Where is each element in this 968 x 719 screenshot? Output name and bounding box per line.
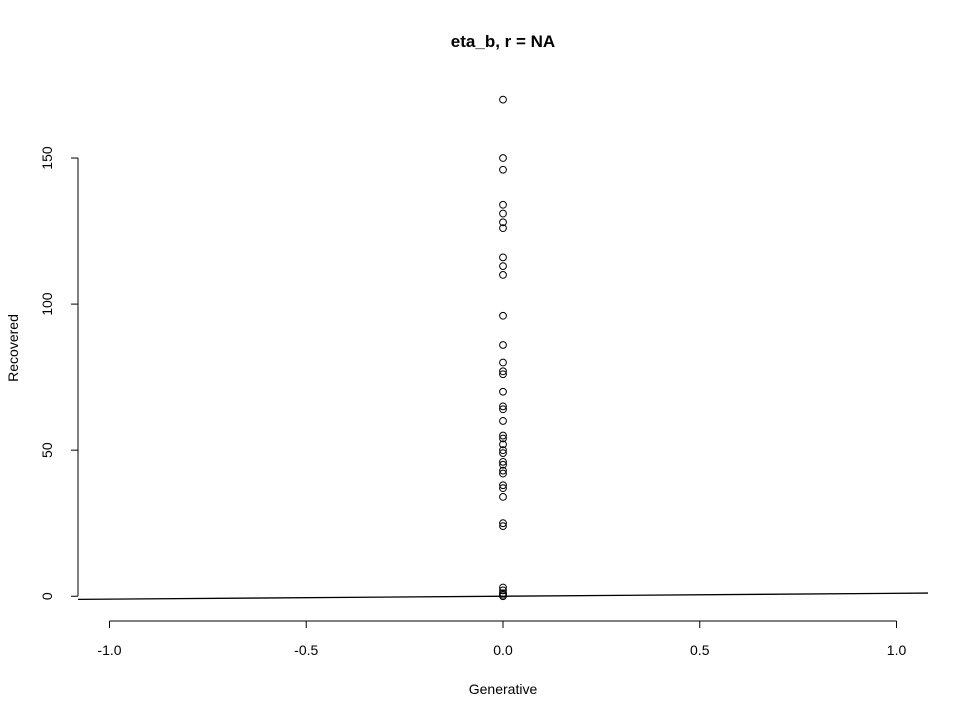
data-point: [499, 583, 507, 592]
x-tick-label: 1.0: [887, 642, 907, 658]
data-point: [499, 262, 507, 271]
data-point: [499, 209, 507, 218]
data-point: [499, 341, 507, 349]
data-point: [499, 154, 507, 162]
data-point: [499, 402, 507, 411]
data-point: [499, 165, 507, 174]
x-axis: -1.0 -0.5 0.0 0.5 1.0: [97, 620, 907, 658]
data-point: [499, 311, 507, 320]
data-point: [499, 469, 507, 478]
data-point: [499, 446, 507, 455]
y-tick-label: 0: [39, 592, 55, 600]
x-tick-label: 0.0: [493, 642, 513, 658]
data-point: [499, 484, 507, 493]
data-point: [499, 200, 507, 209]
data-point: [499, 592, 507, 601]
y-axis-label: Recovered: [5, 314, 21, 382]
data-point: [499, 519, 507, 528]
y-tick-label: 100: [39, 292, 55, 316]
data-point: [499, 387, 507, 396]
data-point: [499, 218, 507, 227]
data-point: [499, 440, 507, 449]
data-point: [499, 460, 507, 469]
x-tick-label: -1.0: [97, 642, 121, 658]
data-point: [499, 358, 507, 367]
chart-title: eta_b, r = NA: [451, 32, 555, 51]
data-point: [499, 457, 507, 466]
data-point: [499, 522, 507, 531]
data-point: [499, 253, 507, 262]
data-point: [499, 493, 507, 501]
data-point: [499, 270, 507, 279]
x-tick-label: -0.5: [294, 642, 318, 658]
y-tick-label: 50: [39, 442, 55, 458]
data-point: [499, 417, 507, 425]
data-point: [499, 95, 507, 104]
y-tick-label: 150: [39, 146, 55, 170]
y-axis: 0 50 100 150: [39, 146, 79, 600]
x-axis-label: Generative: [469, 681, 538, 697]
data-point: [499, 481, 507, 490]
data-point: [499, 367, 507, 376]
data-point: [499, 434, 507, 443]
data-point: [499, 466, 507, 475]
x-tick-label: 0.5: [690, 642, 710, 658]
data-point: [499, 405, 507, 414]
data-point: [499, 431, 507, 440]
data-point: [499, 224, 507, 233]
data-point: [499, 586, 507, 595]
points-layer: [499, 95, 507, 601]
data-point: [499, 449, 507, 457]
data-point: [499, 370, 507, 379]
